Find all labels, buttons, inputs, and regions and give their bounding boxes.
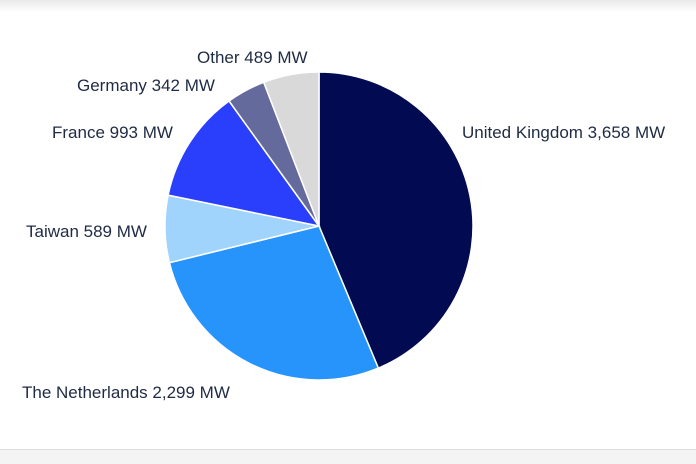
bottom-strip xyxy=(0,450,696,464)
pie-slice-united-kingdom xyxy=(318,71,474,370)
slice-label-germany: Germany 342 MW xyxy=(77,76,215,95)
slice-label-the-netherlands: The Netherlands 2,299 MW xyxy=(22,383,230,402)
pie-slice-the-netherlands xyxy=(168,225,380,381)
pie-slice-other xyxy=(262,71,320,227)
top-divider xyxy=(0,0,696,12)
bottom-divider xyxy=(0,449,696,450)
slice-label-taiwan: Taiwan 589 MW xyxy=(26,222,147,241)
slice-label-united-kingdom: United Kingdom 3,658 MW xyxy=(462,123,665,142)
slice-label-other: Other 489 MW xyxy=(197,48,308,67)
slice-label-france: France 993 MW xyxy=(52,123,173,142)
pie-slice-france xyxy=(167,99,321,228)
